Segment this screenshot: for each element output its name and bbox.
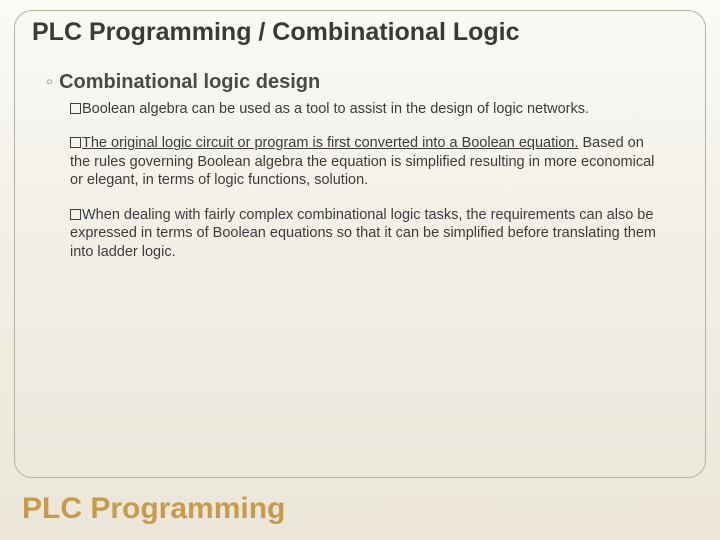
subheading-marker-icon: ◦ [46, 71, 53, 93]
square-bullet-icon [70, 137, 81, 148]
bullet-item: When dealing with fairly complex combina… [70, 206, 664, 262]
bullet-text: When dealing with fairly complex combina… [70, 207, 656, 260]
square-bullet-icon [70, 103, 81, 114]
footer-title: PLC Programming [22, 492, 285, 526]
slide-subheading: ◦ Combinational logic design [46, 71, 692, 94]
bullet-underlined: The original logic circuit or program is… [82, 135, 578, 151]
bullet-item: The original logic circuit or program is… [70, 134, 664, 190]
bullet-text: Boolean algebra can be used as a tool to… [82, 101, 589, 117]
subheading-text: Combinational logic design [59, 71, 320, 93]
bullet-item: Boolean algebra can be used as a tool to… [70, 100, 664, 119]
square-bullet-icon [70, 209, 81, 220]
slide-title: PLC Programming / Combinational Logic [28, 18, 692, 47]
slide: PLC Programming / Combinational Logic ◦ C… [0, 0, 720, 540]
